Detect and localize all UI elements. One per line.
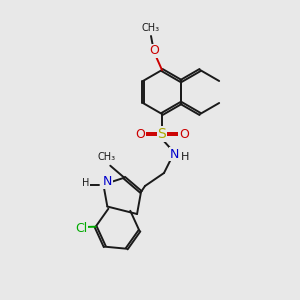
Text: N: N xyxy=(169,148,179,160)
Text: H: H xyxy=(82,178,89,188)
Text: S: S xyxy=(158,127,166,141)
Text: O: O xyxy=(179,128,189,140)
Text: CH₃: CH₃ xyxy=(97,152,115,162)
Text: N: N xyxy=(103,175,112,188)
Text: H: H xyxy=(181,152,189,162)
Text: O: O xyxy=(135,128,145,140)
Text: Cl: Cl xyxy=(76,222,88,235)
Text: CH₃: CH₃ xyxy=(142,23,160,33)
Text: O: O xyxy=(149,44,159,58)
